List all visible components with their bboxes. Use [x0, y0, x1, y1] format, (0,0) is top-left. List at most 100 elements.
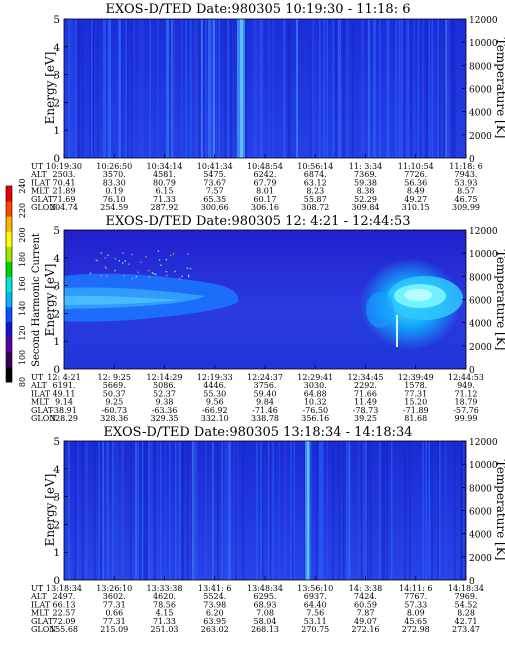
table-cell: 77.31 [103, 600, 126, 609]
ytick-label: 0 [53, 575, 60, 587]
colorbar-tick-label: 80 [18, 377, 27, 387]
panel-1-ylabel: Energy [eV] [43, 52, 57, 125]
table-cell: 270.75 [301, 625, 329, 634]
table-cell: 3030. [304, 381, 327, 390]
table-cell: 64.88 [304, 389, 327, 398]
panel-1-data-streaks [64, 19, 456, 158]
table-cell: -63.36 [152, 406, 178, 415]
table-cell: 7.87 [357, 609, 375, 618]
panel-1-title: EXOS-D/TED Date:980305 10:19:30 - 11:18:… [106, 2, 411, 17]
panel-1: EXOS-D/TED Date:980305 10:19:30 - 11:18:… [30, 2, 505, 212]
table-row-label: ILAT [31, 178, 51, 187]
table-cell: -78.73 [353, 406, 379, 415]
table-cell: 8.23 [306, 187, 324, 196]
y2tick-label: 4000 [469, 320, 492, 330]
table-cell: 309.84 [352, 203, 380, 212]
panel-1-plot-area [64, 19, 466, 158]
ytick-label: 1 [53, 547, 60, 559]
table-cell: 77.31 [404, 389, 427, 398]
table-cell: 1578. [404, 381, 427, 390]
table-cell: 14:11: 6 [399, 584, 432, 593]
table-cell: 5475. [203, 170, 226, 179]
table-cell: 49.07 [354, 617, 377, 626]
table-cell: 42.71 [455, 617, 478, 626]
table-row-label: GLON [31, 414, 56, 423]
table-cell: 7726. [404, 170, 427, 179]
table-cell: 13:48:34 [247, 584, 283, 593]
table-row-label: MLT [31, 187, 50, 196]
colorbar-tick-label: 220 [18, 203, 27, 218]
table-cell: 6937. [304, 592, 327, 601]
table-cell: 50.37 [103, 389, 126, 398]
ytick-label: 1 [53, 336, 60, 348]
table-cell: 10:48:54 [247, 162, 283, 171]
y2tick-label: 6000 [469, 86, 492, 96]
ytick-label: 5 [53, 225, 60, 237]
table-row-label: GLAT [31, 406, 54, 415]
table-cell: 11.49 [354, 398, 377, 407]
panel-2-heat-features [64, 258, 463, 350]
table-cell: 49.11 [53, 389, 76, 398]
y2tick-label: 2000 [469, 343, 492, 353]
table-cell: 6191. [53, 381, 76, 390]
y2tick-label: 6000 [469, 297, 492, 307]
colorbar: 80 100 120 140 160 180 200 220 240 Second Harmon… [5, 178, 42, 387]
table-cell: 215.09 [100, 625, 128, 634]
colorbar-swatch [6, 186, 12, 202]
table-cell: 18.79 [455, 398, 478, 407]
ytick-label: 3 [53, 492, 60, 504]
table-cell: -57.76 [453, 406, 479, 415]
table-cell: 14:18:34 [448, 584, 484, 593]
table-row-label: UT [31, 584, 44, 593]
table-cell: 9.84 [256, 398, 274, 407]
table-cell: 13:18:34 [46, 584, 82, 593]
panel-2-ylabel: Energy [eV] [43, 264, 57, 337]
table-cell: 45.65 [404, 617, 427, 626]
table-row-label: ILAT [31, 389, 51, 398]
table-cell: 76.10 [103, 195, 126, 204]
y2tick-label: 4000 [469, 531, 492, 541]
table-cell: 63.12 [304, 178, 327, 187]
table-cell: 263.02 [201, 625, 229, 634]
panel-1-y2label: Temperature [K] [494, 38, 505, 139]
table-cell: 71.12 [455, 389, 478, 398]
ytick-label: 4 [53, 42, 60, 54]
table-cell: 268.13 [251, 625, 279, 634]
table-cell: 8.38 [357, 187, 375, 196]
table-cell: 7369. [354, 170, 377, 179]
table-row-label: GLAT [31, 195, 54, 204]
table-cell: 8.09 [407, 609, 425, 618]
colorbar-swatch [6, 276, 12, 293]
table-cell: 0.19 [105, 187, 123, 196]
table-cell: 78.56 [153, 600, 176, 609]
panel-2-noise-dots [89, 250, 192, 280]
table-cell: 71.33 [153, 195, 176, 204]
y2tick-label: 8000 [469, 484, 492, 494]
table-cell: 329.35 [151, 414, 179, 423]
table-cell: 11:10:54 [398, 162, 434, 171]
table-cell: 14: 3:38 [349, 584, 382, 593]
table-cell: 49.27 [404, 195, 427, 204]
ytick-label: 3 [53, 281, 60, 293]
table-cell: 306.16 [251, 203, 279, 212]
table-cell: 7424. [354, 592, 377, 601]
table-cell: 12:24:37 [247, 373, 283, 382]
colorbar-tick-label: 140 [18, 301, 27, 316]
table-cell: 7943. [455, 170, 478, 179]
table-cell: 10:41:34 [197, 162, 233, 171]
table-cell: 6.15 [156, 187, 174, 196]
colorbar-swatch [6, 216, 12, 232]
table-cell: 10:26:50 [96, 162, 132, 171]
table-row-label: GLON [31, 203, 56, 212]
table-row-label: ALT [30, 592, 47, 601]
table-cell: 4581. [153, 170, 176, 179]
panel-3: EXOS-D/TED Date:980305 13:18:34 - 14:18:… [30, 425, 505, 634]
table-row-label: UT [31, 373, 44, 382]
table-cell: 7969. [455, 592, 478, 601]
table-cell: 254.59 [100, 203, 128, 212]
table-row-label: ALT [30, 381, 47, 390]
